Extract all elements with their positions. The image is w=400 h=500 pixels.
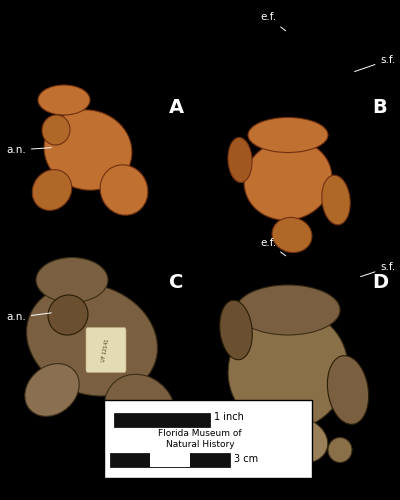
Text: s.f.: s.f. — [361, 262, 396, 276]
Ellipse shape — [220, 300, 252, 360]
Ellipse shape — [48, 295, 88, 335]
Text: e.f.: e.f. — [260, 238, 286, 256]
Ellipse shape — [26, 284, 158, 396]
Ellipse shape — [328, 438, 352, 462]
Ellipse shape — [322, 175, 350, 225]
FancyBboxPatch shape — [104, 400, 312, 477]
Text: B: B — [373, 98, 387, 117]
Ellipse shape — [100, 165, 148, 215]
Ellipse shape — [272, 417, 328, 463]
Ellipse shape — [32, 170, 72, 210]
Text: 1 inch: 1 inch — [214, 412, 244, 422]
Ellipse shape — [104, 374, 176, 446]
Ellipse shape — [25, 364, 79, 416]
FancyBboxPatch shape — [86, 328, 126, 372]
Ellipse shape — [38, 85, 90, 115]
Ellipse shape — [228, 138, 252, 182]
Ellipse shape — [36, 258, 108, 302]
Bar — [150, 452, 190, 466]
Text: e.f.: e.f. — [260, 12, 286, 31]
Ellipse shape — [248, 118, 328, 152]
Text: 3 cm: 3 cm — [234, 454, 258, 464]
Ellipse shape — [228, 310, 348, 430]
Text: C: C — [169, 273, 183, 292]
Ellipse shape — [244, 140, 332, 220]
Text: A: A — [168, 98, 184, 117]
Text: s.f.: s.f. — [355, 55, 396, 72]
Ellipse shape — [327, 356, 369, 424]
Ellipse shape — [272, 218, 312, 252]
Text: Florida Museum of
Natural History: Florida Museum of Natural History — [158, 430, 242, 448]
Text: UF 12141: UF 12141 — [102, 338, 110, 362]
Ellipse shape — [44, 110, 132, 190]
Bar — [114, 412, 210, 426]
Text: D: D — [372, 273, 388, 292]
Ellipse shape — [42, 115, 70, 145]
Text: a.n.: a.n. — [6, 312, 51, 322]
Text: a.n.: a.n. — [6, 145, 51, 155]
Bar — [110, 452, 230, 466]
Ellipse shape — [236, 285, 340, 335]
